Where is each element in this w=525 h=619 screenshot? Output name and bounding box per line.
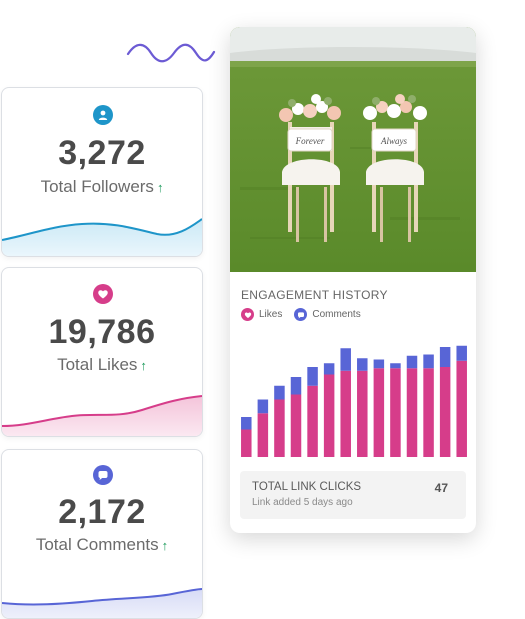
comment-icon: [294, 308, 308, 321]
stat-card-followers: 3,272 Total Followers ↑: [1, 87, 203, 257]
engagement-phone-card: Forever Always ENGAGEMENT HISTORY Likes: [230, 27, 476, 533]
followers-label-row: Total Followers ↑: [2, 177, 202, 197]
trend-up-icon: ↑: [140, 358, 147, 373]
bar-comments-5: [307, 367, 318, 386]
chart-legend: Likes Comments: [241, 308, 373, 321]
heart-icon: [241, 308, 254, 321]
legend-likes: Likes: [241, 308, 282, 321]
bar-likes-6: [323, 374, 335, 457]
sign-left-text: Forever: [295, 136, 325, 146]
likes-label-row: Total Likes ↑: [2, 355, 202, 375]
bar-comments-9: [373, 359, 385, 369]
bar-comments-1: [241, 417, 252, 430]
legend-likes-label: Likes: [259, 309, 283, 320]
bar-comments-11: [406, 355, 418, 369]
legend-comments-label: Comments: [312, 309, 361, 320]
bar-comments-10: [390, 363, 401, 369]
stat-card-comments: 2,172 Total Comments ↑: [1, 449, 203, 619]
link-clicks-value: 47: [434, 481, 448, 495]
wedding-chairs-photo: Forever Always: [230, 27, 476, 272]
trend-up-icon: ↑: [161, 538, 169, 553]
bar-likes-7: [340, 370, 351, 457]
comments-label-row: Total Comments ↑: [2, 535, 202, 555]
engagement-bar-chart: [241, 345, 467, 457]
stat-card-likes: 19,786 Total Likes ↑: [1, 267, 203, 437]
bar-likes-1: [241, 429, 252, 457]
bar-comments-7: [340, 348, 351, 371]
bar-likes-3: [274, 399, 285, 457]
bar-comments-2: [257, 399, 269, 414]
bar-likes-13: [439, 367, 451, 457]
bar-likes-10: [390, 368, 401, 457]
comments-value: 2,172: [58, 493, 146, 531]
total-link-clicks-panel: TOTAL LINK CLICKS Link added 5 days ago …: [240, 471, 466, 519]
followers-value: 3,272: [58, 134, 146, 172]
link-clicks-subtitle: Link added 5 days ago: [252, 497, 353, 508]
bar-likes-11: [406, 368, 418, 457]
bar-likes-4: [290, 394, 302, 457]
link-clicks-title: TOTAL LINK CLICKS: [252, 481, 362, 493]
bar-likes-9: [373, 368, 385, 457]
bar-comments-6: [323, 363, 335, 375]
bar-likes-8: [357, 370, 368, 457]
bar-likes-2: [257, 413, 269, 457]
engagement-title: ENGAGEMENT HISTORY: [241, 288, 388, 302]
bar-comments-13: [439, 347, 451, 367]
bar-comments-12: [423, 354, 434, 369]
followers-label: Total Followers: [40, 177, 154, 196]
comments-label: Total Comments: [35, 535, 159, 554]
bar-comments-14: [456, 345, 467, 361]
comments-sparkline: [2, 588, 202, 618]
bar-likes-14: [456, 360, 467, 457]
likes-value: 19,786: [48, 313, 156, 351]
likes-label: Total Likes: [57, 355, 138, 374]
likes-sparkline: [2, 395, 202, 436]
bar-comments-4: [290, 377, 302, 395]
legend-comments: Comments: [294, 308, 361, 321]
heart-icon: [93, 284, 113, 304]
trend-up-icon: ↑: [156, 180, 164, 195]
bar-comments-3: [274, 385, 285, 400]
sign-right-text: Always: [380, 136, 407, 146]
bar-comments-8: [357, 358, 368, 371]
comment-icon: [93, 465, 113, 485]
decorative-squiggle: [126, 43, 216, 63]
bar-likes-5: [307, 385, 318, 457]
followers-sparkline: [2, 218, 202, 256]
bar-likes-12: [423, 368, 434, 457]
user-icon: [93, 105, 113, 125]
